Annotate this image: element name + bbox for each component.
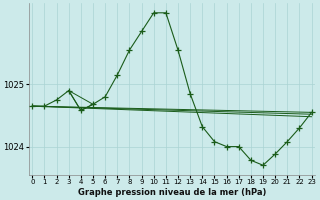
X-axis label: Graphe pression niveau de la mer (hPa): Graphe pression niveau de la mer (hPa): [78, 188, 266, 197]
